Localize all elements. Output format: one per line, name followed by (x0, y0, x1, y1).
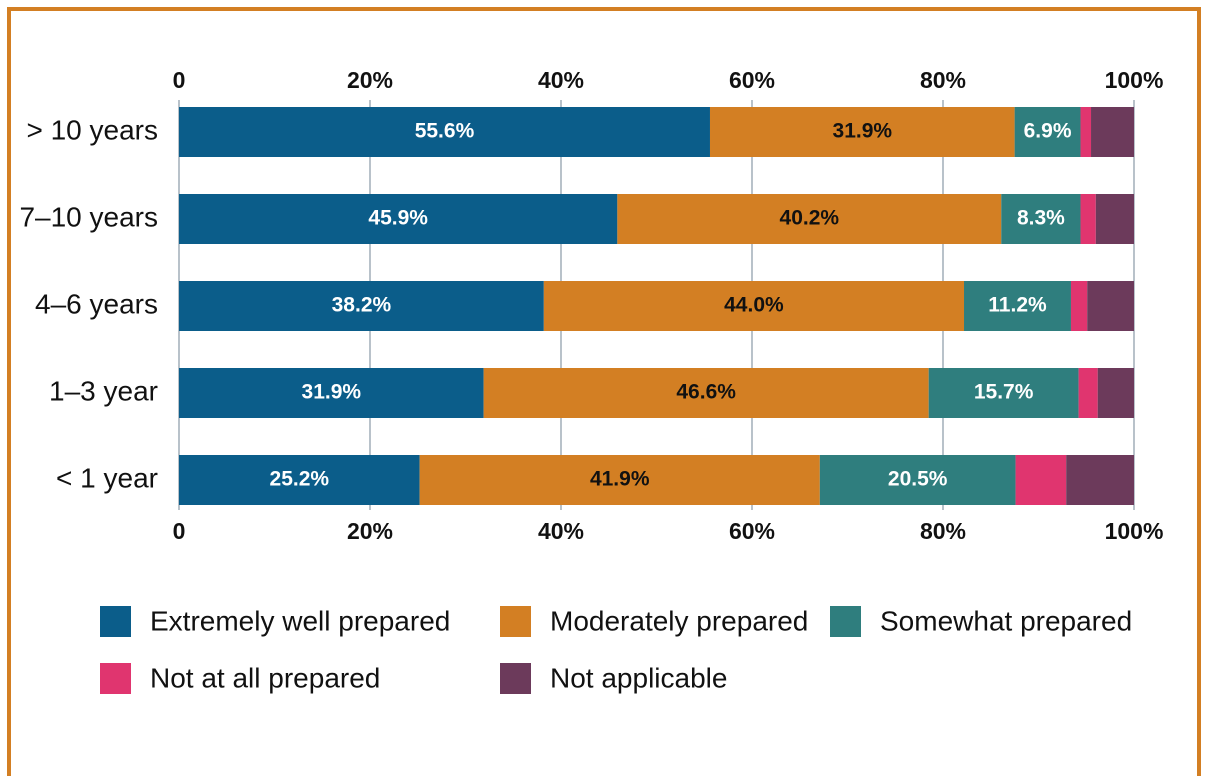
y-tick-label: 7–10 years (19, 201, 158, 232)
value-label: 45.9% (368, 207, 428, 230)
bar-segment (964, 281, 1071, 331)
x-tick-label-bottom: 80% (920, 518, 966, 544)
bar-segment (1001, 194, 1081, 244)
legend-label: Not applicable (550, 662, 727, 693)
x-tick-label-bottom: 40% (538, 518, 584, 544)
legend-label: Extremely well prepared (150, 605, 450, 636)
value-label: 15.7% (974, 381, 1034, 404)
bar-segment (1091, 107, 1134, 157)
bar-segment (819, 455, 1016, 505)
bar-segment (1015, 455, 1067, 505)
x-tick-label-bottom: 20% (347, 518, 393, 544)
bar-segment (1080, 194, 1096, 244)
legend-label: Somewhat prepared (880, 605, 1132, 636)
x-tick-label-top: 100% (1105, 67, 1164, 93)
x-tick-label-bottom: 60% (729, 518, 775, 544)
x-tick-label-bottom: 100% (1105, 518, 1164, 544)
value-label: 11.2% (988, 294, 1047, 317)
y-tick-label: 1–3 year (49, 375, 158, 406)
bar-segment (1097, 368, 1134, 418)
bar-segment (483, 368, 929, 418)
bar-segment (419, 455, 820, 505)
x-tick-label-top: 80% (920, 67, 966, 93)
legend-label: Moderately prepared (550, 605, 808, 636)
value-label: 20.5% (888, 468, 948, 491)
legend-swatch (830, 606, 861, 637)
value-label: 55.6% (415, 120, 475, 143)
bar-segment (709, 107, 1015, 157)
y-tick-label: > 10 years (26, 114, 158, 145)
value-label: 41.9% (590, 468, 650, 491)
value-label: 40.2% (780, 207, 840, 230)
x-tick-label-bottom: 0 (173, 518, 186, 544)
value-label: 38.2% (332, 294, 392, 317)
value-label: 46.6% (676, 381, 736, 404)
x-tick-label-top: 0 (173, 67, 186, 93)
bar-segment (617, 194, 1002, 244)
bar-segment (1078, 368, 1098, 418)
x-tick-label-top: 20% (347, 67, 393, 93)
x-tick-label-top: 60% (729, 67, 775, 93)
legend-swatch (500, 663, 531, 694)
value-label: 8.3% (1017, 207, 1065, 230)
bar-segment (543, 281, 965, 331)
bar-segment (179, 281, 544, 331)
value-label: 44.0% (724, 294, 784, 317)
x-tick-label-top: 40% (538, 67, 584, 93)
bar-segment (1095, 194, 1134, 244)
legend-swatch (500, 606, 531, 637)
value-label: 31.9% (302, 381, 362, 404)
frame (7, 7, 1201, 776)
legend-label: Not at all prepared (150, 662, 380, 693)
value-label: 31.9% (833, 120, 893, 143)
y-tick-label: 4–6 years (35, 288, 158, 319)
bar-segment (1070, 281, 1088, 331)
bar-segment (179, 194, 618, 244)
bar-segment (1066, 455, 1134, 505)
legend-swatch (100, 663, 131, 694)
bar-segment (1080, 107, 1092, 157)
bar-segment (179, 368, 484, 418)
legend-swatch (100, 606, 131, 637)
value-label: 25.2% (270, 468, 330, 491)
bar-segment (179, 455, 420, 505)
bar-segment (1087, 281, 1134, 331)
bar-segment (179, 107, 710, 157)
value-label: 6.9% (1024, 120, 1072, 143)
bar-segment (1014, 107, 1081, 157)
bar-segment (928, 368, 1079, 418)
y-tick-label: < 1 year (56, 462, 158, 493)
